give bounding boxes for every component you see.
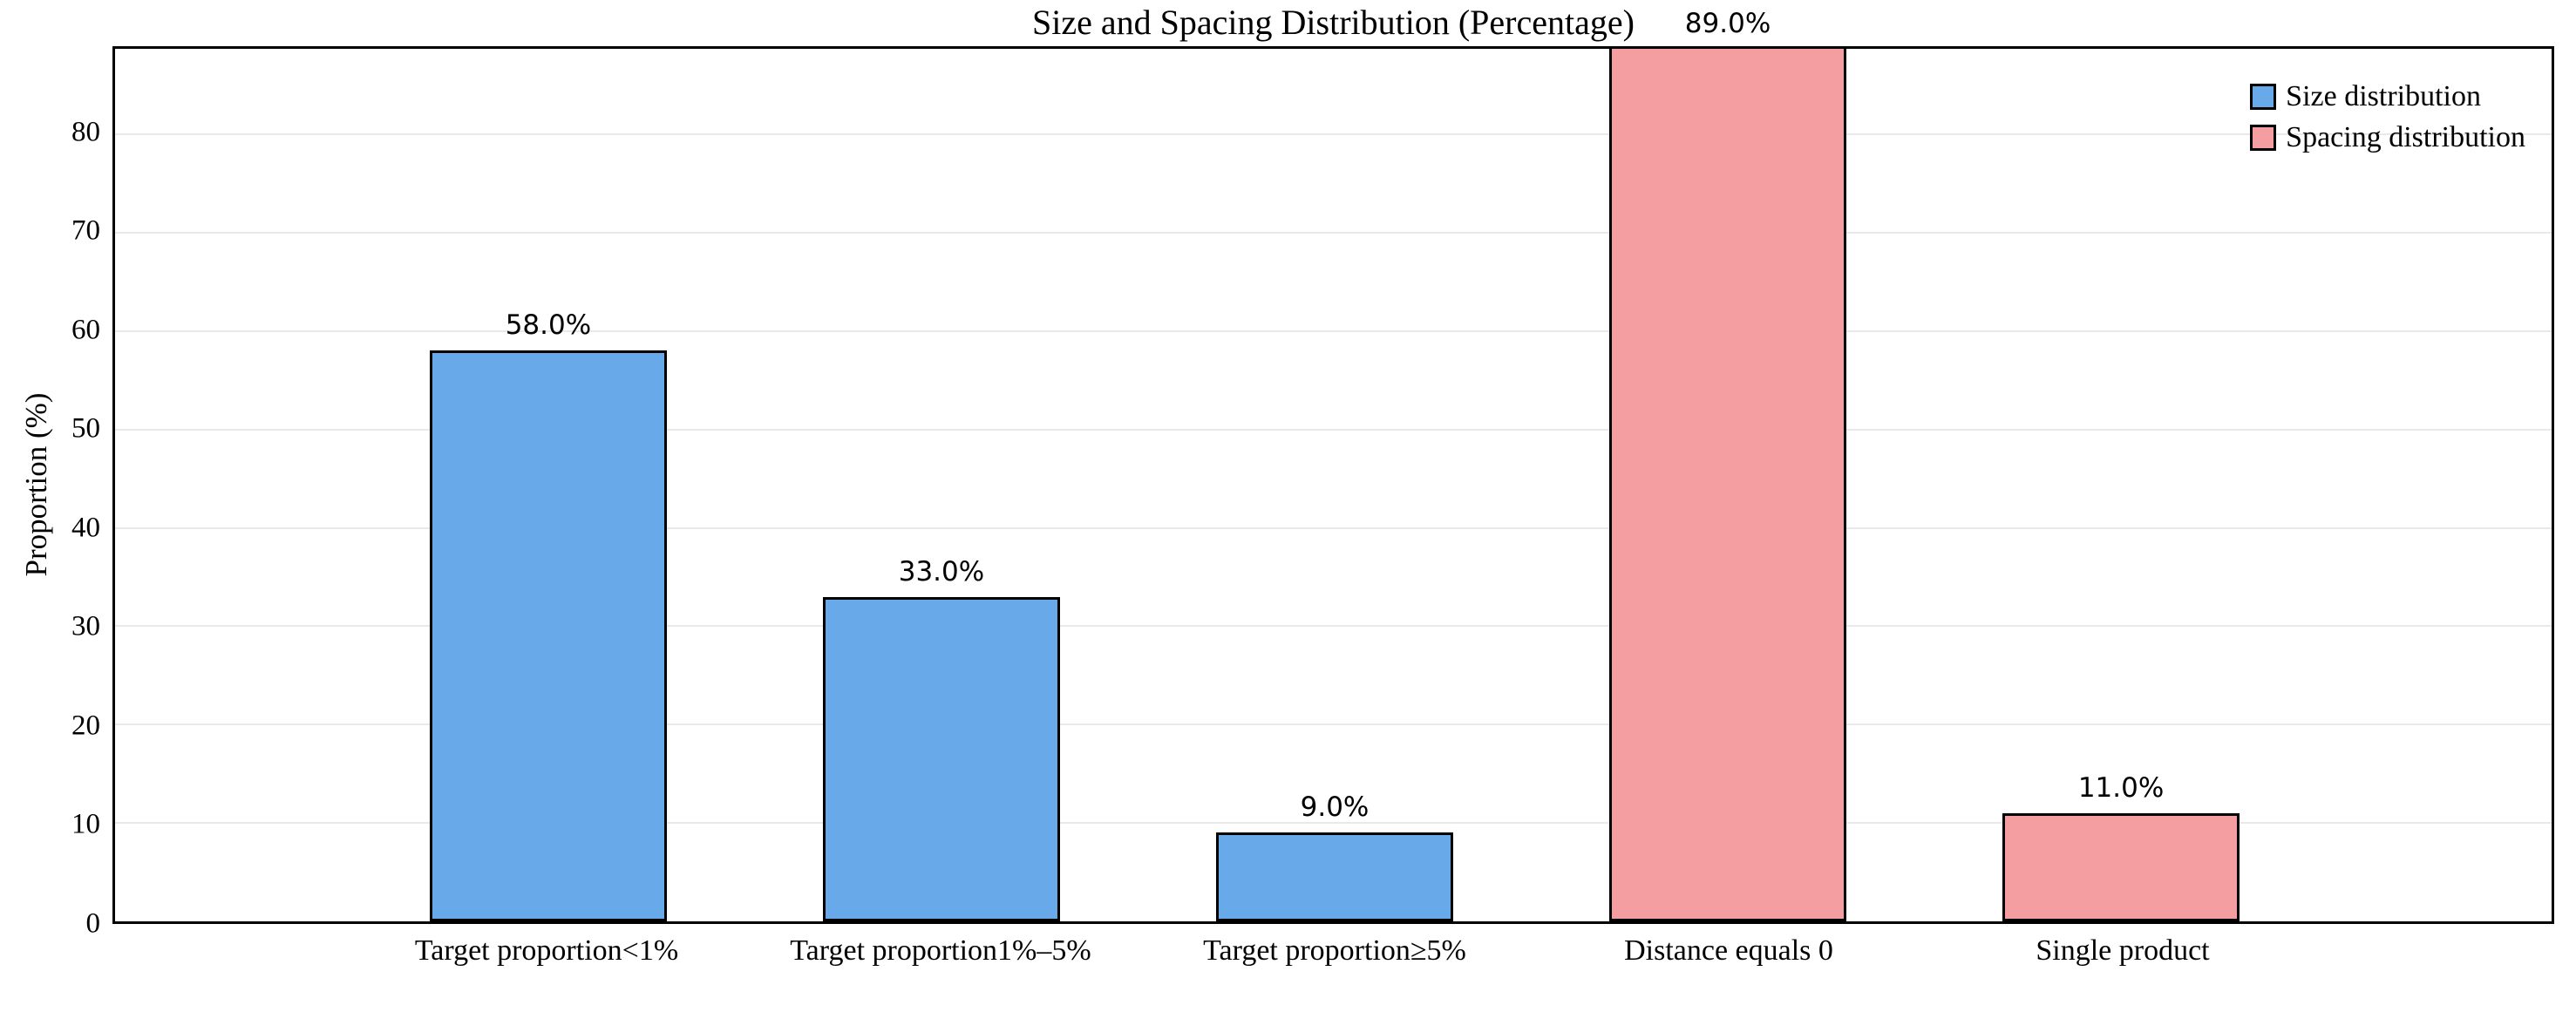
bar-slot-2: 9.0% [1216,49,1453,921]
y-tick-label-20: 20 [71,710,100,742]
y-tick-label-40: 40 [71,512,100,544]
y-tick-label-0: 0 [85,907,101,940]
gridline-10 [115,822,2552,825]
y-axis-ticks: 0 10 20 30 40 50 60 70 80 [0,46,100,938]
bar-value-label-2: 9.0% [1300,791,1370,824]
gridline-20 [115,723,2552,726]
size-distribution-swatch [2250,84,2277,110]
bar-slot-3: 89.0% [1609,9,1847,921]
gridline-40 [115,526,2552,529]
legend-item-spacing: Spacing distribution [2250,123,2525,153]
bar-3 [1609,49,1847,921]
y-tick-label-70: 70 [71,214,100,247]
gridline-50 [115,428,2552,431]
bar-value-label-1: 33.0% [898,555,985,588]
bar-value-label-3: 89.0% [1684,7,1771,39]
legend-item-size: Size distribution [2250,82,2525,112]
legend: Size distribution Spacing distribution [2250,82,2525,153]
gridline-70 [115,232,2552,234]
x-category-label-0: Target proportion<1% [414,934,679,967]
gridline-60 [115,329,2552,332]
y-tick-label-60: 60 [71,314,100,346]
x-category-label-3: Distance equals 0 [1624,934,1833,967]
spacing-distribution-swatch [2250,125,2277,151]
bar-1 [822,596,1060,921]
chart-title: Size and Spacing Distribution (Percentag… [1032,3,1635,42]
x-category-label-1: Target proportion1%–5% [790,934,1091,967]
bar-2 [1216,832,1453,921]
y-tick-label-10: 10 [71,808,100,840]
plot-area: Size distribution Spacing distribution 5… [112,9,2554,924]
x-axis-labels: Target proportion<1% Target proportion1%–… [112,934,2554,978]
legend-label: Size distribution [2286,80,2481,112]
gridline-80 [115,133,2552,136]
gridline-30 [115,625,2552,628]
y-tick-label-80: 80 [71,116,100,148]
bar-value-label-4: 11.0% [2077,771,2165,804]
y-tick-label-50: 50 [71,412,100,445]
y-tick-label-30: 30 [71,610,100,642]
x-category-label-4: Single product [2036,934,2210,967]
bar-0 [429,350,667,921]
legend-label: Spacing distribution [2286,121,2525,153]
bar-slot-0: 58.0% [429,49,667,921]
bar-slot-4: 11.0% [2002,49,2240,921]
bar-value-label-0: 58.0% [505,309,592,342]
bar-4 [2002,812,2240,921]
bar-slot-1: 33.0% [822,49,1060,921]
x-category-label-2: Target proportion≥5% [1203,934,1466,967]
